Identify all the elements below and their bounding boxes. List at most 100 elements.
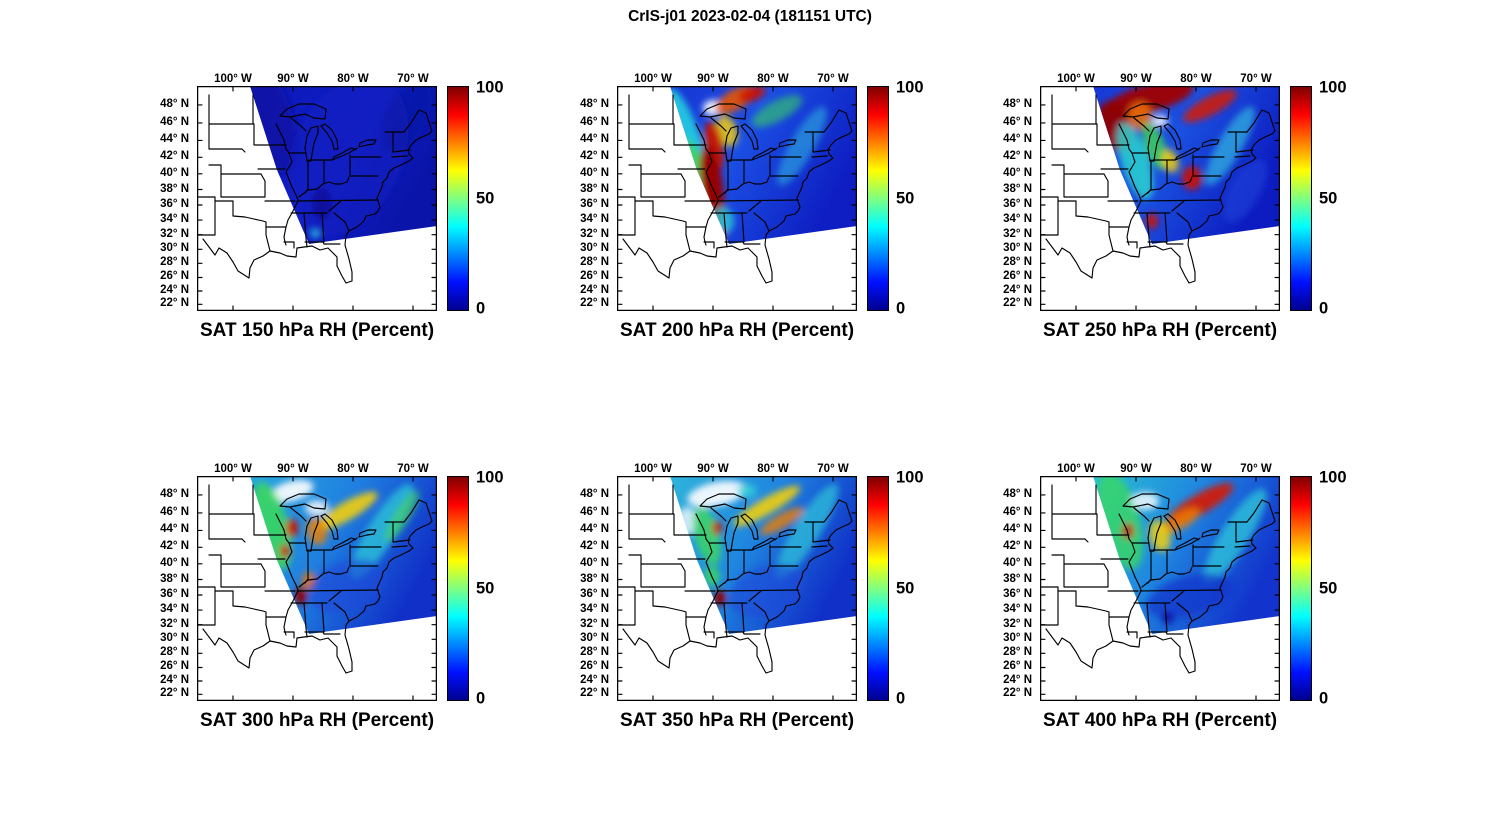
lat-tick-label: 40° N: [1003, 166, 1032, 179]
lon-tick-label: 90° W: [277, 463, 309, 475]
longitude-axis: 100° W 90° W 80° W 70° W: [1040, 456, 1280, 476]
map-200hpa: [617, 86, 857, 311]
lat-tick-label: 44° N: [580, 133, 609, 146]
lat-tick-label: 44° N: [580, 523, 609, 536]
lon-tick-label: 100° W: [634, 73, 672, 85]
lat-tick-label: 26° N: [160, 660, 189, 673]
lat-tick-label: 46° N: [1003, 115, 1032, 128]
map-300hpa: [197, 476, 437, 701]
colorbar-gradient: [447, 86, 469, 311]
map-svg: [617, 86, 857, 311]
lat-tick-label: 44° N: [1003, 133, 1032, 146]
lat-tick-label: 30° N: [1003, 242, 1032, 255]
panel-title: SAT 250 hPa RH (Percent): [1042, 320, 1278, 341]
lon-tick-label: 100° W: [214, 73, 252, 85]
lat-tick-label: 48° N: [1003, 487, 1032, 500]
map-350hpa: [617, 476, 857, 701]
map-400hpa: [1040, 476, 1280, 701]
lat-tick-label: 28° N: [160, 256, 189, 269]
lon-tick-label: 100° W: [634, 463, 672, 475]
latitude-axis: 48° N 46° N 44° N 42° N 40° N 38° N 36° N 34° N…: [145, 476, 193, 701]
panel-sat-300hpa: 100° W 90° W 80° W 70° W 48° N 46° N 44° N 42°…: [145, 456, 555, 732]
lon-tick-label: 70° W: [817, 463, 849, 475]
lon-tick-label: 70° W: [1240, 463, 1272, 475]
lat-tick-label: 30° N: [1003, 632, 1032, 645]
figure-title: CrIS-j01 2023-02-04 (181151 UTC): [628, 8, 872, 25]
lon-tick-label: 90° W: [1120, 463, 1152, 475]
lat-tick-label: 22° N: [1003, 297, 1032, 310]
longitude-axis: 100° W 90° W 80° W 70° W: [197, 456, 437, 476]
colorbar-tick-50: 50: [476, 189, 495, 207]
map-svg: [197, 86, 437, 311]
lat-tick-label: 36° N: [580, 588, 609, 601]
colorbar-tick-0: 0: [476, 299, 486, 318]
colorbar-tick-100: 100: [896, 78, 924, 97]
lat-tick-label: 24° N: [580, 673, 609, 686]
colorbar-tick-0: 0: [896, 299, 906, 318]
latitude-axis: 48° N 46° N 44° N 42° N 40° N 38° N 36° N 34° N…: [565, 86, 613, 311]
lat-tick-label: 26° N: [1003, 660, 1032, 673]
lat-tick-label: 36° N: [580, 198, 609, 211]
lat-tick-label: 46° N: [160, 115, 189, 128]
colorbar-tick-0: 0: [1319, 299, 1329, 318]
latitude-axis: 48° N 46° N 44° N 42° N 40° N 38° N 36° N 34° N…: [988, 86, 1036, 311]
lat-tick-label: 48° N: [580, 487, 609, 500]
lat-tick-label: 22° N: [160, 687, 189, 700]
colorbar-tick-100: 100: [476, 78, 504, 97]
colorbar-tick-0: 0: [476, 689, 486, 708]
lat-tick-label: 32° N: [160, 227, 189, 240]
panel-title: SAT 400 hPa RH (Percent): [1042, 710, 1278, 731]
lat-tick-label: 28° N: [1003, 256, 1032, 269]
lat-tick-label: 40° N: [1003, 556, 1032, 569]
lat-tick-label: 44° N: [1003, 523, 1032, 536]
lat-tick-label: 40° N: [160, 556, 189, 569]
lat-tick-label: 40° N: [580, 166, 609, 179]
lat-tick-label: 48° N: [160, 97, 189, 110]
longitude-axis: 100° W 90° W 80° W 70° W: [197, 66, 437, 86]
lat-tick-label: 32° N: [580, 617, 609, 630]
colorbar-tick-50: 50: [896, 579, 915, 597]
lat-tick-label: 26° N: [1003, 270, 1032, 283]
panel-title: SAT 300 hPa RH (Percent): [199, 710, 435, 731]
lat-tick-label: 28° N: [160, 646, 189, 659]
lat-tick-label: 38° N: [1003, 182, 1032, 195]
lon-tick-label: 80° W: [1180, 73, 1212, 85]
panel-sat-400hpa: 100° W 90° W 80° W 70° W 48° N 46° N 44° N 42°…: [988, 456, 1398, 732]
colorbar-gradient: [1290, 86, 1312, 311]
lat-tick-label: 26° N: [160, 270, 189, 283]
lat-tick-label: 24° N: [580, 283, 609, 296]
lat-tick-label: 36° N: [1003, 198, 1032, 211]
colorbar-tick-0: 0: [1319, 689, 1329, 708]
colorbar-tick-50: 50: [1319, 189, 1338, 207]
lat-tick-label: 40° N: [160, 166, 189, 179]
lon-tick-label: 70° W: [397, 73, 429, 85]
lat-tick-label: 34° N: [1003, 213, 1032, 226]
lat-tick-label: 38° N: [1003, 572, 1032, 585]
colorbar-tick-100: 100: [476, 468, 504, 487]
lat-tick-label: 32° N: [1003, 617, 1032, 630]
longitude-axis: 100° W 90° W 80° W 70° W: [617, 456, 857, 476]
lat-tick-label: 34° N: [1003, 603, 1032, 616]
lat-tick-label: 44° N: [160, 523, 189, 536]
lat-tick-label: 42° N: [1003, 540, 1032, 553]
colorbar-tick-50: 50: [896, 189, 915, 207]
lat-tick-label: 32° N: [580, 227, 609, 240]
lat-tick-label: 34° N: [580, 603, 609, 616]
latitude-axis: 48° N 46° N 44° N 42° N 40° N 38° N 36° N 34° N…: [145, 86, 193, 311]
lat-tick-label: 32° N: [1003, 227, 1032, 240]
lat-tick-label: 30° N: [160, 632, 189, 645]
lat-tick-label: 42° N: [160, 150, 189, 163]
lon-tick-label: 70° W: [817, 73, 849, 85]
panel-title: SAT 350 hPa RH (Percent): [619, 710, 855, 731]
panel-title: SAT 200 hPa RH (Percent): [619, 320, 855, 341]
lat-tick-label: 28° N: [580, 646, 609, 659]
colorbar-tick-50: 50: [1319, 579, 1338, 597]
colorbar-gradient: [867, 86, 889, 311]
panel-sat-350hpa: 100° W 90° W 80° W 70° W 48° N 46° N 44° N 42°…: [565, 456, 975, 732]
panel-title: SAT 150 hPa RH (Percent): [199, 320, 435, 341]
lon-tick-label: 100° W: [1057, 73, 1095, 85]
lat-tick-label: 36° N: [1003, 588, 1032, 601]
lat-tick-label: 26° N: [580, 270, 609, 283]
lat-tick-label: 32° N: [160, 617, 189, 630]
panel-sat-250hpa: 100° W 90° W 80° W 70° W 48° N 46° N 44° N 42°…: [988, 66, 1398, 342]
